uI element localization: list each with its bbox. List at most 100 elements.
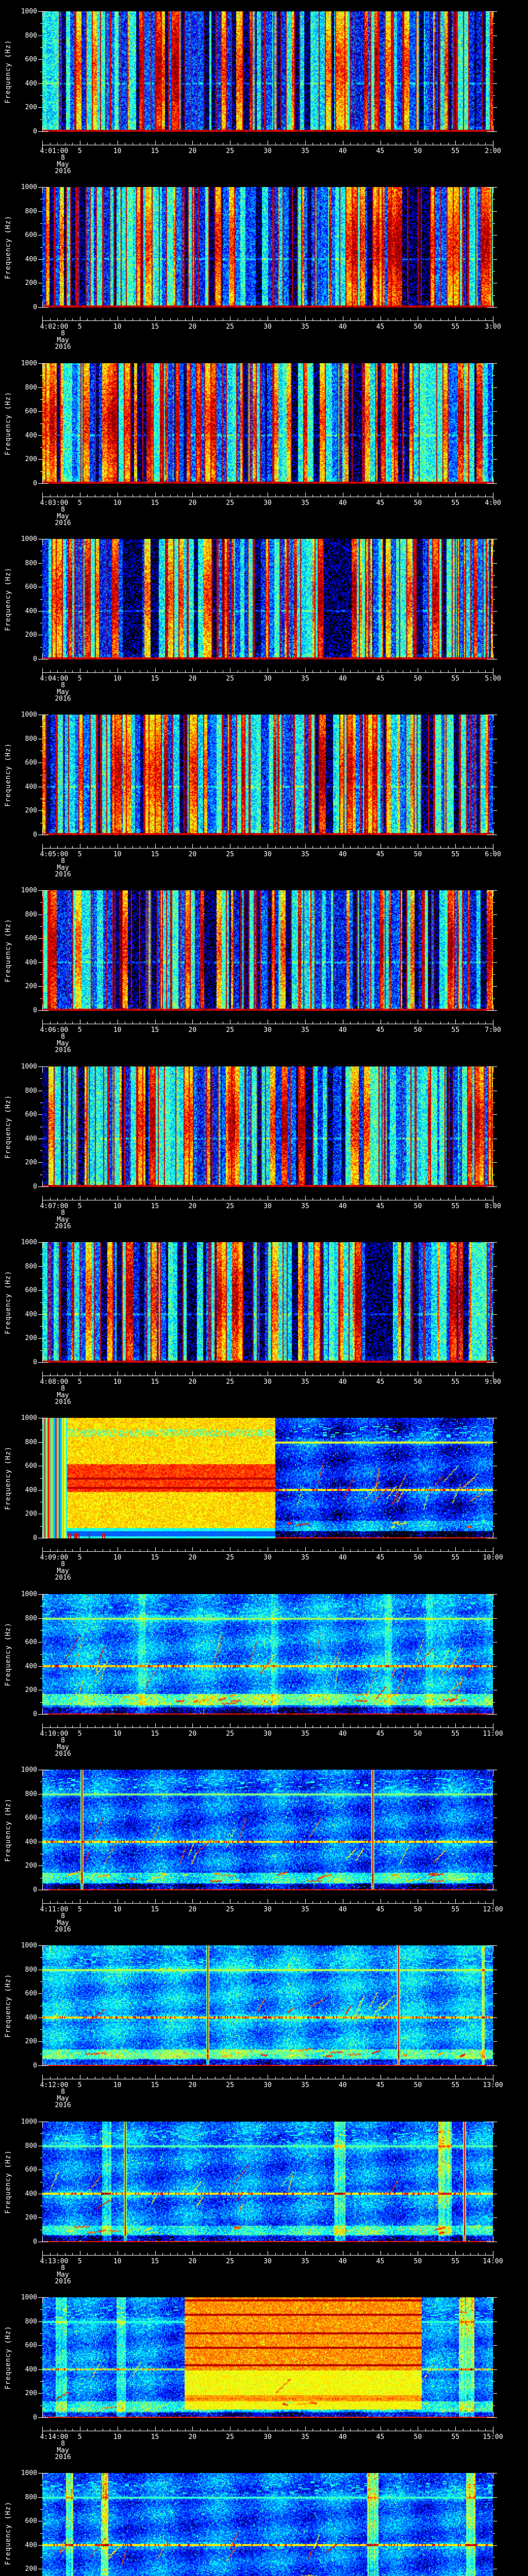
x-minor-tick (50, 1901, 51, 1903)
x-tick-label: 25 (226, 851, 234, 858)
x-minor-tick (320, 1022, 321, 1024)
x-minor-tick (170, 2253, 171, 2255)
x-minor-tick (365, 1198, 366, 1200)
x-tick-label: 15 (151, 1730, 159, 1738)
x-minor-tick (425, 1022, 426, 1024)
y-tick-label: 200 (25, 2214, 37, 2222)
y-minor-tick-right (493, 1150, 495, 1151)
x-tick-label: 30 (263, 851, 272, 858)
y-tick-label: 0 (33, 303, 37, 311)
date-line-1: 8 (61, 1033, 65, 1041)
x-minor-tick (200, 1374, 201, 1376)
x-tick-label: 20 (188, 675, 197, 683)
date-line-2: May (57, 1040, 69, 1047)
x-tick-label: 30 (263, 1730, 272, 1738)
x-minor-tick (170, 1725, 171, 1727)
y-tick-label: 600 (25, 231, 37, 240)
x-major-tick (42, 2427, 43, 2431)
x-tick-label: 30 (263, 2081, 272, 2089)
x-minor-tick (275, 143, 276, 145)
y-tick-label: 0 (33, 2414, 37, 2421)
x-minor-tick (57, 1022, 58, 1024)
x-tick-label: 40 (338, 1026, 347, 1034)
x-minor-tick (470, 1725, 471, 1727)
x-minor-tick (448, 1549, 449, 1551)
x-tick-label: 15 (151, 2433, 159, 2441)
x-minor-tick (185, 318, 186, 320)
y-minor-tick (40, 247, 42, 248)
y-major-tick-right (493, 611, 497, 612)
x-minor-tick (448, 1901, 449, 1903)
y-tick-label: 800 (25, 2317, 37, 2326)
start-time-label: 4:10:00 (40, 1730, 69, 1738)
x-minor-tick (485, 1901, 486, 1903)
x-tick-label: 55 (451, 1730, 459, 1738)
x-minor-tick (185, 143, 186, 145)
x-tick-label: 15 (151, 851, 159, 858)
x-tick-label: 50 (414, 1730, 422, 1738)
y-tick-label: 1000 (21, 1590, 37, 1598)
x-minor-tick (162, 2253, 163, 2255)
x-minor-tick (50, 143, 51, 145)
x-major-tick (42, 844, 43, 848)
x-minor-tick (162, 1901, 163, 1903)
x-minor-tick (365, 1901, 366, 1903)
x-minor-tick (275, 1901, 276, 1903)
x-major-tick (455, 316, 456, 320)
y-minor-tick-right (493, 2029, 495, 2030)
y-minor-tick-right (493, 1526, 495, 1527)
date-line-3: 2016 (55, 871, 71, 878)
x-minor-tick (290, 2253, 291, 2255)
y-tick-label: 1000 (21, 1414, 37, 1422)
plot-corner-v (42, 11, 43, 18)
x-tick-label: 20 (188, 1026, 197, 1034)
y-major-tick-right (493, 307, 497, 308)
x-minor-tick (200, 1549, 201, 1551)
x-minor-tick (350, 1549, 351, 1551)
x-minor-tick (57, 2077, 58, 2079)
x-minor-tick (470, 670, 471, 672)
x-minor-tick (72, 846, 73, 848)
x-minor-tick (425, 1549, 426, 1551)
y-tick-label: 400 (25, 1838, 37, 1846)
x-minor-tick (410, 495, 411, 497)
x-tick-label: 25 (226, 147, 234, 155)
x-major-tick (192, 2075, 193, 2079)
y-tick-label: 200 (25, 1159, 37, 1167)
x-minor-tick (50, 1549, 51, 1551)
x-minor-tick (410, 2077, 411, 2079)
y-major-tick-right (493, 2321, 497, 2322)
y-major-tick-right (493, 2065, 497, 2066)
y-tick-label: 600 (25, 759, 37, 767)
y-major-tick-right (493, 986, 497, 987)
x-tick-label: 10 (113, 1906, 122, 1913)
start-time-label: 4:14:00 (40, 2433, 69, 2441)
x-minor-tick (72, 2077, 73, 2079)
x-major-tick (455, 1196, 456, 1200)
x-minor-tick (395, 318, 396, 320)
x-minor-tick (335, 1549, 336, 1551)
date-line-1: 8 (61, 1737, 65, 1744)
y-tick-label: 1000 (21, 1063, 37, 1071)
x-minor-tick (485, 1198, 486, 1200)
plot-corner-v (42, 2473, 43, 2479)
x-minor-tick (200, 2429, 201, 2431)
y-minor-tick (40, 1302, 42, 1303)
x-tick-label: 15 (151, 2258, 159, 2265)
y-major-tick-right (493, 762, 497, 764)
y-minor-tick (40, 926, 42, 927)
x-minor-tick (215, 2253, 216, 2255)
y-minor-tick-right (493, 1278, 495, 1279)
x-major-tick (455, 1020, 456, 1024)
plot-corner-v (42, 2060, 43, 2066)
x-tick-label: 35 (301, 1202, 309, 1210)
x-tick-label: 50 (414, 1906, 422, 1913)
y-minor-tick-right (493, 2333, 495, 2334)
x-minor-tick (395, 1901, 396, 1903)
date-line-3: 2016 (55, 519, 71, 527)
x-tick-label: 25 (226, 2433, 234, 2441)
y-major-tick (38, 2321, 42, 2322)
y-minor-tick-right (493, 247, 495, 248)
x-minor-tick (215, 495, 216, 497)
y-minor-tick-right (493, 2405, 495, 2406)
